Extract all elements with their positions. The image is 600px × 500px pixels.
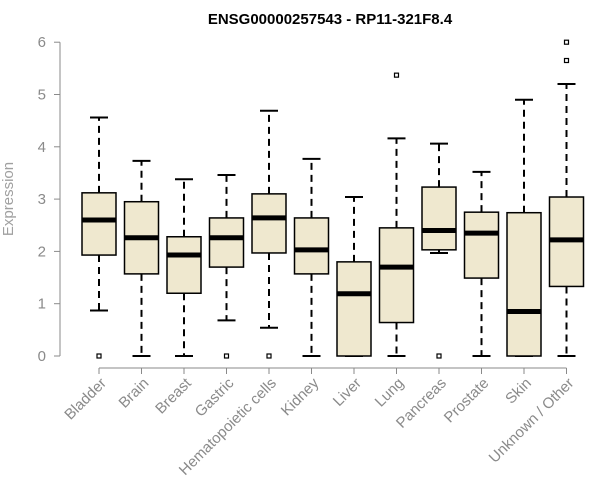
box-group bbox=[336, 196, 372, 357]
outlier-point bbox=[436, 353, 442, 359]
outlier-point bbox=[563, 57, 570, 64]
box-iqr bbox=[81, 192, 117, 256]
outlier-point bbox=[266, 353, 272, 359]
y-tick-label: 6 bbox=[38, 34, 46, 51]
outlier-point bbox=[393, 72, 400, 78]
box-group bbox=[251, 109, 287, 359]
box-group bbox=[208, 174, 245, 359]
x-tick-label: Prostate bbox=[441, 375, 493, 427]
outlier-point bbox=[223, 353, 230, 359]
x-tick-label: Breast bbox=[152, 374, 195, 417]
box-group bbox=[421, 142, 457, 359]
x-tick-label: Kidney bbox=[278, 374, 323, 419]
y-tick-label: 0 bbox=[38, 348, 46, 365]
box-group bbox=[81, 116, 117, 359]
box-group bbox=[378, 72, 415, 357]
y-tick-label: 4 bbox=[38, 139, 46, 156]
box-iqr bbox=[166, 236, 202, 294]
box-group bbox=[463, 170, 500, 357]
y-tick-label: 1 bbox=[38, 296, 46, 313]
outlier-point bbox=[96, 353, 102, 359]
box-iqr bbox=[463, 211, 500, 279]
y-tick-label: 3 bbox=[38, 191, 46, 208]
chart-title: ENSG00000257543 - RP11-321F8.4 bbox=[208, 11, 453, 28]
box-iqr bbox=[336, 261, 372, 357]
y-axis-label: Expression bbox=[0, 162, 17, 236]
box-iqr bbox=[421, 186, 457, 251]
box-group bbox=[166, 178, 202, 357]
y-axis: 0 1 2 3 4 5 6 bbox=[38, 34, 61, 365]
y-tick-label: 5 bbox=[38, 87, 46, 104]
box-iqr bbox=[208, 217, 245, 268]
box-iqr bbox=[506, 211, 542, 357]
x-tick-label: Brain bbox=[116, 375, 153, 412]
x-tick-label: Liver bbox=[330, 375, 365, 410]
x-tick-label: Lung bbox=[372, 375, 408, 411]
box-iqr bbox=[251, 193, 287, 254]
box-group bbox=[506, 98, 542, 357]
box-group bbox=[123, 159, 160, 357]
box-iqr bbox=[293, 217, 330, 275]
box-iqr bbox=[378, 227, 415, 324]
x-tick-label: Skin bbox=[502, 375, 535, 408]
outlier-point bbox=[563, 39, 570, 45]
y-tick-label: 2 bbox=[38, 243, 46, 260]
x-tick-label: Bladder bbox=[61, 375, 110, 424]
box-group bbox=[293, 157, 330, 357]
box-group bbox=[548, 39, 585, 357]
plot-area bbox=[81, 39, 585, 359]
